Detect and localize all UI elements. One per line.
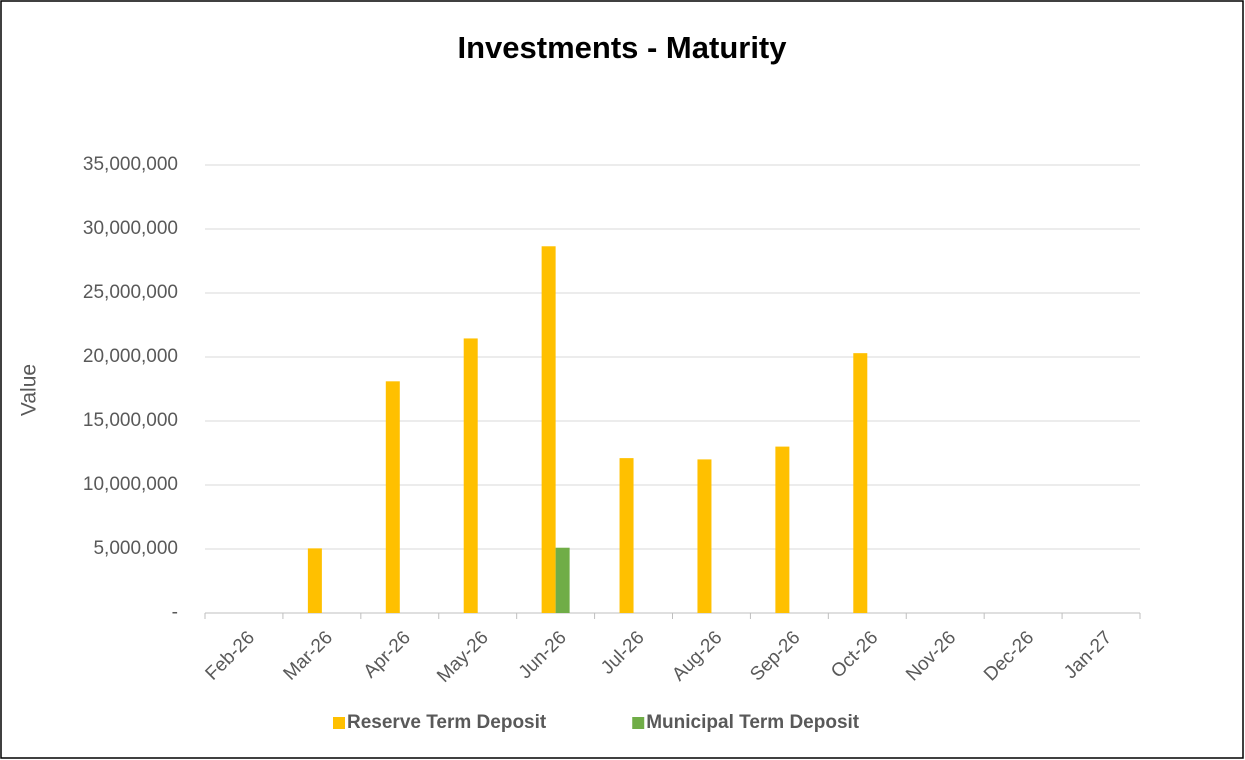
legend-swatch [333,717,345,729]
legend-label: Reserve Term Deposit [347,712,547,733]
bar [463,338,478,613]
bar [853,353,868,613]
bar [307,548,322,613]
y-tick-label: 10,000,000 [83,474,178,495]
y-tick-label: 30,000,000 [83,218,178,239]
y-tick-label: 15,000,000 [83,410,178,431]
y-tick-label: - [172,602,178,623]
y-tick-label: 5,000,000 [93,538,178,559]
bar [619,458,634,613]
bar [385,381,400,613]
bar [555,547,570,613]
y-axis-label: Value [18,364,41,416]
y-tick-label: 35,000,000 [83,154,178,175]
y-tick-label: 20,000,000 [83,346,178,367]
legend-label: Municipal Term Deposit [646,712,860,733]
y-tick-label: 25,000,000 [83,282,178,303]
bar [697,459,712,613]
legend-swatch [632,717,645,729]
chart-title: Investments - Maturity [457,30,787,65]
bar [541,246,556,613]
bar [775,446,790,613]
